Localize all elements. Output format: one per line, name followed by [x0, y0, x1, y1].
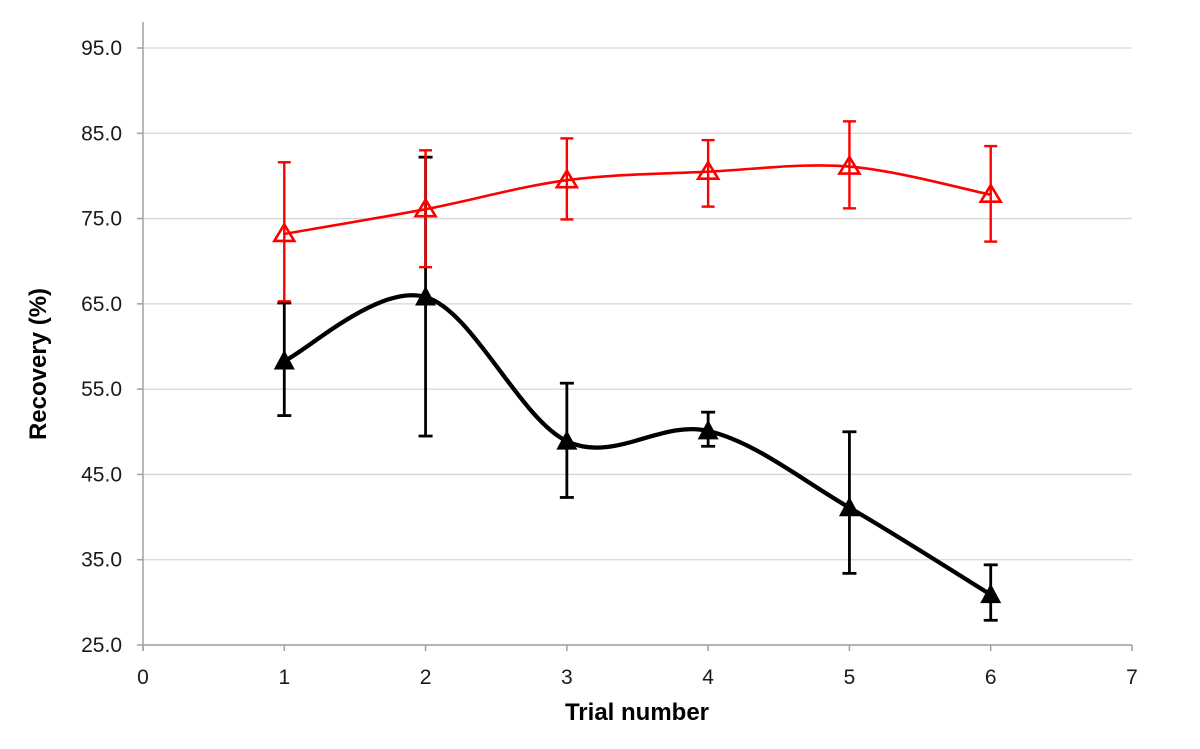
filled-triangle-marker	[838, 496, 860, 517]
y-tick-label: 95.0	[81, 37, 122, 60]
y-tick-label: 25.0	[81, 634, 122, 657]
open-triangle-marker	[413, 197, 438, 218]
lower-black-series	[273, 155, 1002, 622]
filled-triangle-marker	[273, 349, 295, 370]
series-layer	[271, 120, 1004, 622]
x-tick-label: 2	[420, 666, 432, 689]
x-tick-label: 3	[561, 666, 573, 689]
axes-layer	[137, 22, 1133, 651]
upper-red-series	[271, 120, 1004, 303]
y-tick-label: 35.0	[81, 549, 122, 572]
y-tick-label: 55.0	[81, 378, 122, 401]
x-tick-label: 4	[702, 666, 714, 689]
y-tick-label: 75.0	[81, 208, 122, 231]
x-tick-label: 0	[137, 666, 149, 689]
y-tick-label: 85.0	[81, 122, 122, 145]
lower-black-series-line	[282, 293, 993, 597]
upper-red-series-line	[282, 164, 993, 236]
open-triangle-marker	[271, 221, 297, 243]
x-tick-label: 1	[278, 666, 290, 689]
x-tick-label: 5	[844, 666, 856, 689]
x-axis-title: Trial number	[565, 699, 709, 726]
tick-labels-layer: 25.0 35.0 45.0 55.0 65.0 75.0 85.0 95.0 0 1 2 3 4 5 6 7	[81, 37, 1138, 689]
filled-triangle-marker	[556, 430, 578, 450]
y-axis-title: Recovery (%)	[25, 288, 52, 440]
open-triangle-marker	[695, 159, 721, 180]
y-tick-label: 65.0	[81, 293, 122, 316]
gridlines-layer	[143, 47, 1132, 646]
y-tick-label: 45.0	[81, 463, 122, 486]
open-triangle-marker	[978, 182, 1004, 203]
open-triangle-marker	[837, 154, 862, 175]
x-tick-label: 6	[985, 666, 997, 689]
open-triangle-marker	[554, 168, 580, 189]
filled-triangle-marker	[697, 419, 719, 440]
filled-triangle-marker	[415, 286, 437, 306]
filled-triangle-marker	[980, 583, 1002, 604]
x-tick-label: 7	[1126, 666, 1138, 689]
